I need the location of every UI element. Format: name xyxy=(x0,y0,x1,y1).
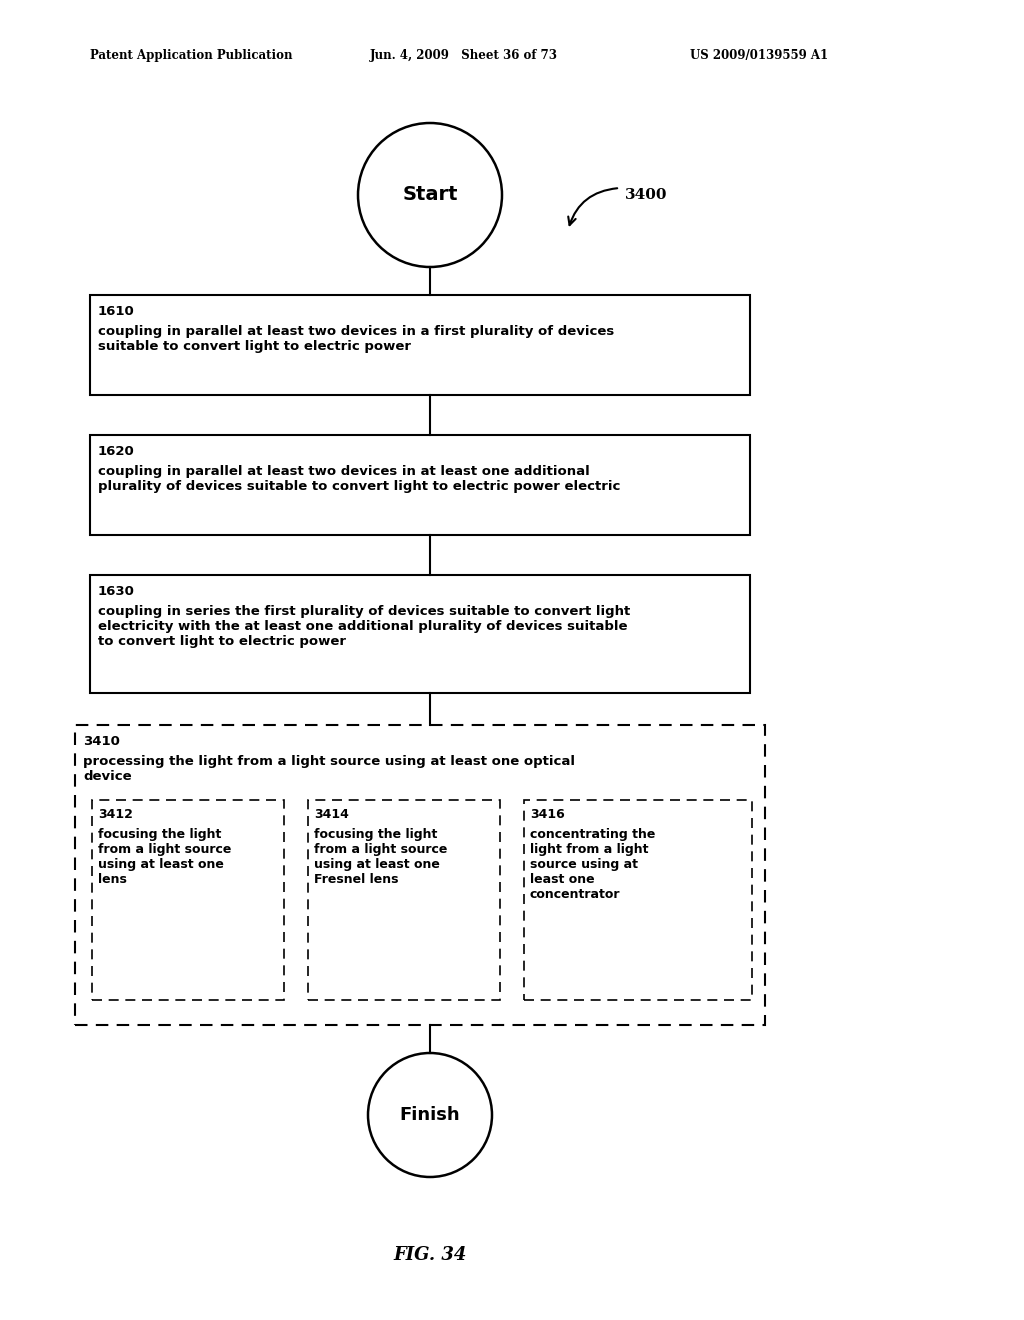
Text: focusing the light
from a light source
using at least one
lens: focusing the light from a light source u… xyxy=(98,828,231,886)
Bar xyxy=(524,800,752,1001)
Text: 3410: 3410 xyxy=(83,735,120,748)
Text: coupling in parallel at least two devices in a first plurality of devices
suitab: coupling in parallel at least two device… xyxy=(98,325,614,352)
Bar xyxy=(90,436,750,535)
Text: 1620: 1620 xyxy=(98,445,135,458)
Bar xyxy=(90,294,750,395)
Text: focusing the light
from a light source
using at least one
Fresnel lens: focusing the light from a light source u… xyxy=(314,828,447,886)
Text: FIG. 34: FIG. 34 xyxy=(393,1246,467,1265)
Bar xyxy=(92,800,284,1001)
Text: 3412: 3412 xyxy=(98,808,133,821)
Text: Finish: Finish xyxy=(399,1106,461,1125)
Text: processing the light from a light source using at least one optical
device: processing the light from a light source… xyxy=(83,755,575,783)
Text: Jun. 4, 2009   Sheet 36 of 73: Jun. 4, 2009 Sheet 36 of 73 xyxy=(370,49,558,62)
Text: 1610: 1610 xyxy=(98,305,135,318)
Text: coupling in series the first plurality of devices suitable to convert light
elec: coupling in series the first plurality o… xyxy=(98,605,630,648)
Text: Start: Start xyxy=(402,186,458,205)
Text: 3414: 3414 xyxy=(314,808,349,821)
FancyArrowPatch shape xyxy=(568,189,617,226)
Text: Patent Application Publication: Patent Application Publication xyxy=(90,49,293,62)
Text: 3416: 3416 xyxy=(530,808,565,821)
Bar xyxy=(308,800,500,1001)
Text: 3400: 3400 xyxy=(625,187,668,202)
Text: concentrating the
light from a light
source using at
least one
concentrator: concentrating the light from a light sou… xyxy=(530,828,655,902)
Bar xyxy=(90,576,750,693)
Text: US 2009/0139559 A1: US 2009/0139559 A1 xyxy=(690,49,828,62)
Text: 1630: 1630 xyxy=(98,585,135,598)
Text: coupling in parallel at least two devices in at least one additional
plurality o: coupling in parallel at least two device… xyxy=(98,465,621,492)
Bar xyxy=(75,725,765,1026)
